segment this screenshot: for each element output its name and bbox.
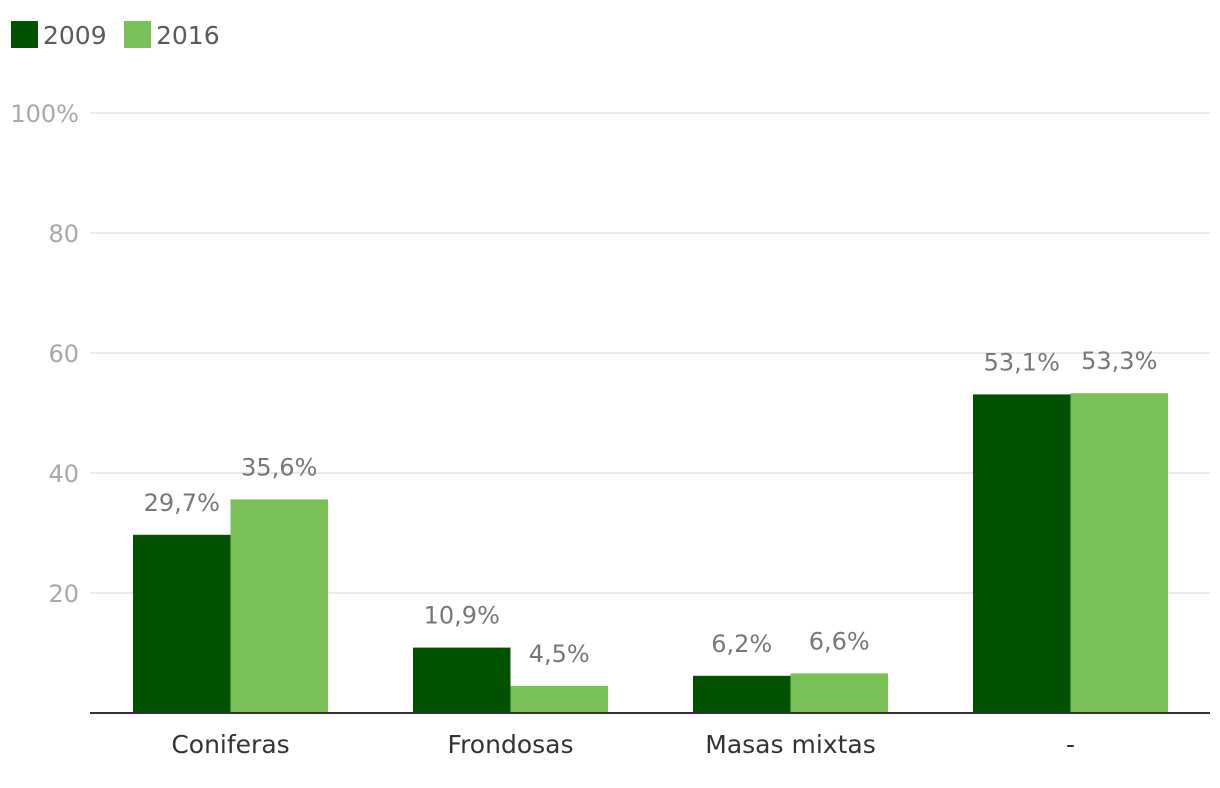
bar-2009-0: [133, 534, 231, 713]
bar-2016-1: [510, 686, 608, 713]
legend-swatch-2016: [124, 21, 151, 48]
legend: 2009 2016: [11, 21, 220, 50]
data-label-2016-2: 6,6%: [809, 627, 870, 655]
y-tick-label: 20: [48, 580, 79, 608]
data-labels: 29,7% 35,6% 10,9% 4,5% 6,2% 6,6% 53,1% 53,3%: [144, 347, 1158, 668]
data-label-2016-0: 35,6%: [241, 453, 317, 481]
data-label-2009-3: 53,1%: [984, 348, 1060, 376]
legend-swatch-2009: [11, 21, 38, 48]
x-category-label: Masas mixtas: [705, 730, 875, 759]
x-category-label: -: [1066, 730, 1075, 759]
bar-2009-2: [693, 675, 791, 713]
y-tick-label: 100%: [10, 100, 79, 128]
data-label-2009-2: 6,2%: [711, 630, 772, 658]
bars: [133, 393, 1168, 713]
data-label-2016-3: 53,3%: [1081, 347, 1157, 375]
bar-2009-1: [413, 647, 511, 713]
legend-label-2016: 2016: [156, 21, 220, 50]
data-label-2009-0: 29,7%: [144, 489, 220, 517]
data-label-2016-1: 4,5%: [529, 640, 590, 668]
legend-label-2009: 2009: [43, 21, 107, 50]
data-label-2009-1: 10,9%: [424, 602, 500, 630]
y-axis: 20 40 60 80 100%: [10, 100, 79, 608]
x-category-label: Frondosas: [448, 730, 574, 759]
x-category-label: Coniferas: [171, 730, 289, 759]
y-tick-label: 60: [48, 340, 79, 368]
x-axis: Coniferas Frondosas Masas mixtas -: [171, 730, 1075, 759]
y-tick-label: 80: [48, 220, 79, 248]
bar-2009-3: [973, 394, 1071, 713]
bar-2016-0: [230, 499, 328, 713]
y-tick-label: 40: [48, 460, 79, 488]
bar-2016-2: [790, 673, 888, 713]
bar-2016-3: [1070, 393, 1168, 713]
